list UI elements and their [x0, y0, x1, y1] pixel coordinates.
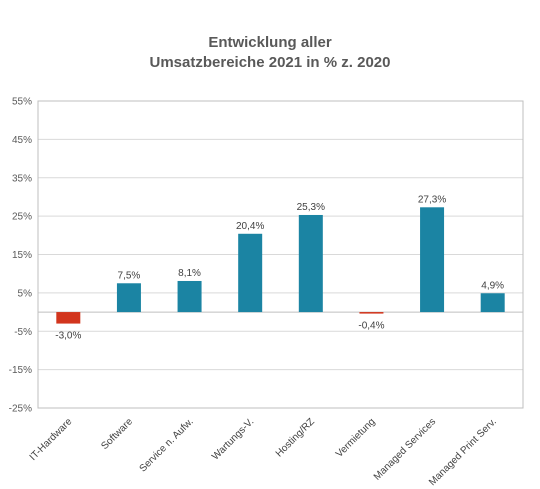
x-category-label: Software: [99, 416, 135, 452]
bar: [238, 233, 263, 313]
y-tick-label: -15%: [9, 365, 32, 376]
data-label: 20,4%: [236, 221, 264, 232]
data-label: -3,0%: [55, 331, 81, 342]
y-tick-label: 55%: [12, 97, 32, 108]
bar: [420, 207, 445, 313]
y-tick-label: 25%: [12, 212, 32, 223]
y-tick-label: 15%: [12, 250, 32, 261]
data-label: 7,5%: [118, 270, 141, 281]
bar: [480, 293, 505, 313]
plot-border: [37, 100, 524, 409]
y-tick-label: 45%: [12, 135, 32, 146]
chart-title-line1: Entwicklung aller: [208, 34, 332, 51]
bar: [56, 312, 81, 324]
x-category-label: Wartungs-V.: [210, 416, 256, 462]
y-tick-label: -25%: [9, 404, 32, 415]
data-label: 27,3%: [418, 194, 446, 205]
x-category-label: Hosting/RZ: [274, 416, 317, 459]
y-tick-label: 35%: [12, 173, 32, 184]
y-tick-label: -5%: [14, 327, 32, 338]
bar: [177, 280, 202, 313]
data-label: 25,3%: [297, 202, 325, 213]
x-category-label: IT-Hardware: [28, 416, 75, 463]
data-label: 4,9%: [481, 280, 504, 291]
x-category-label: Vermietung: [334, 416, 378, 460]
x-category-label: Managed Services: [372, 416, 438, 482]
data-label: 8,1%: [178, 268, 201, 279]
x-category-label: Managed Print Serv.: [427, 416, 499, 488]
chart-title-line2: Umsatzbereiche 2021 in % z. 2020: [149, 54, 391, 71]
bar: [298, 214, 323, 313]
x-category-label: Service n. Aufw.: [138, 416, 196, 474]
y-tick-label: 5%: [18, 288, 33, 299]
bar: [116, 283, 141, 313]
bar: [359, 312, 384, 314]
data-label: -0,4%: [358, 321, 384, 332]
